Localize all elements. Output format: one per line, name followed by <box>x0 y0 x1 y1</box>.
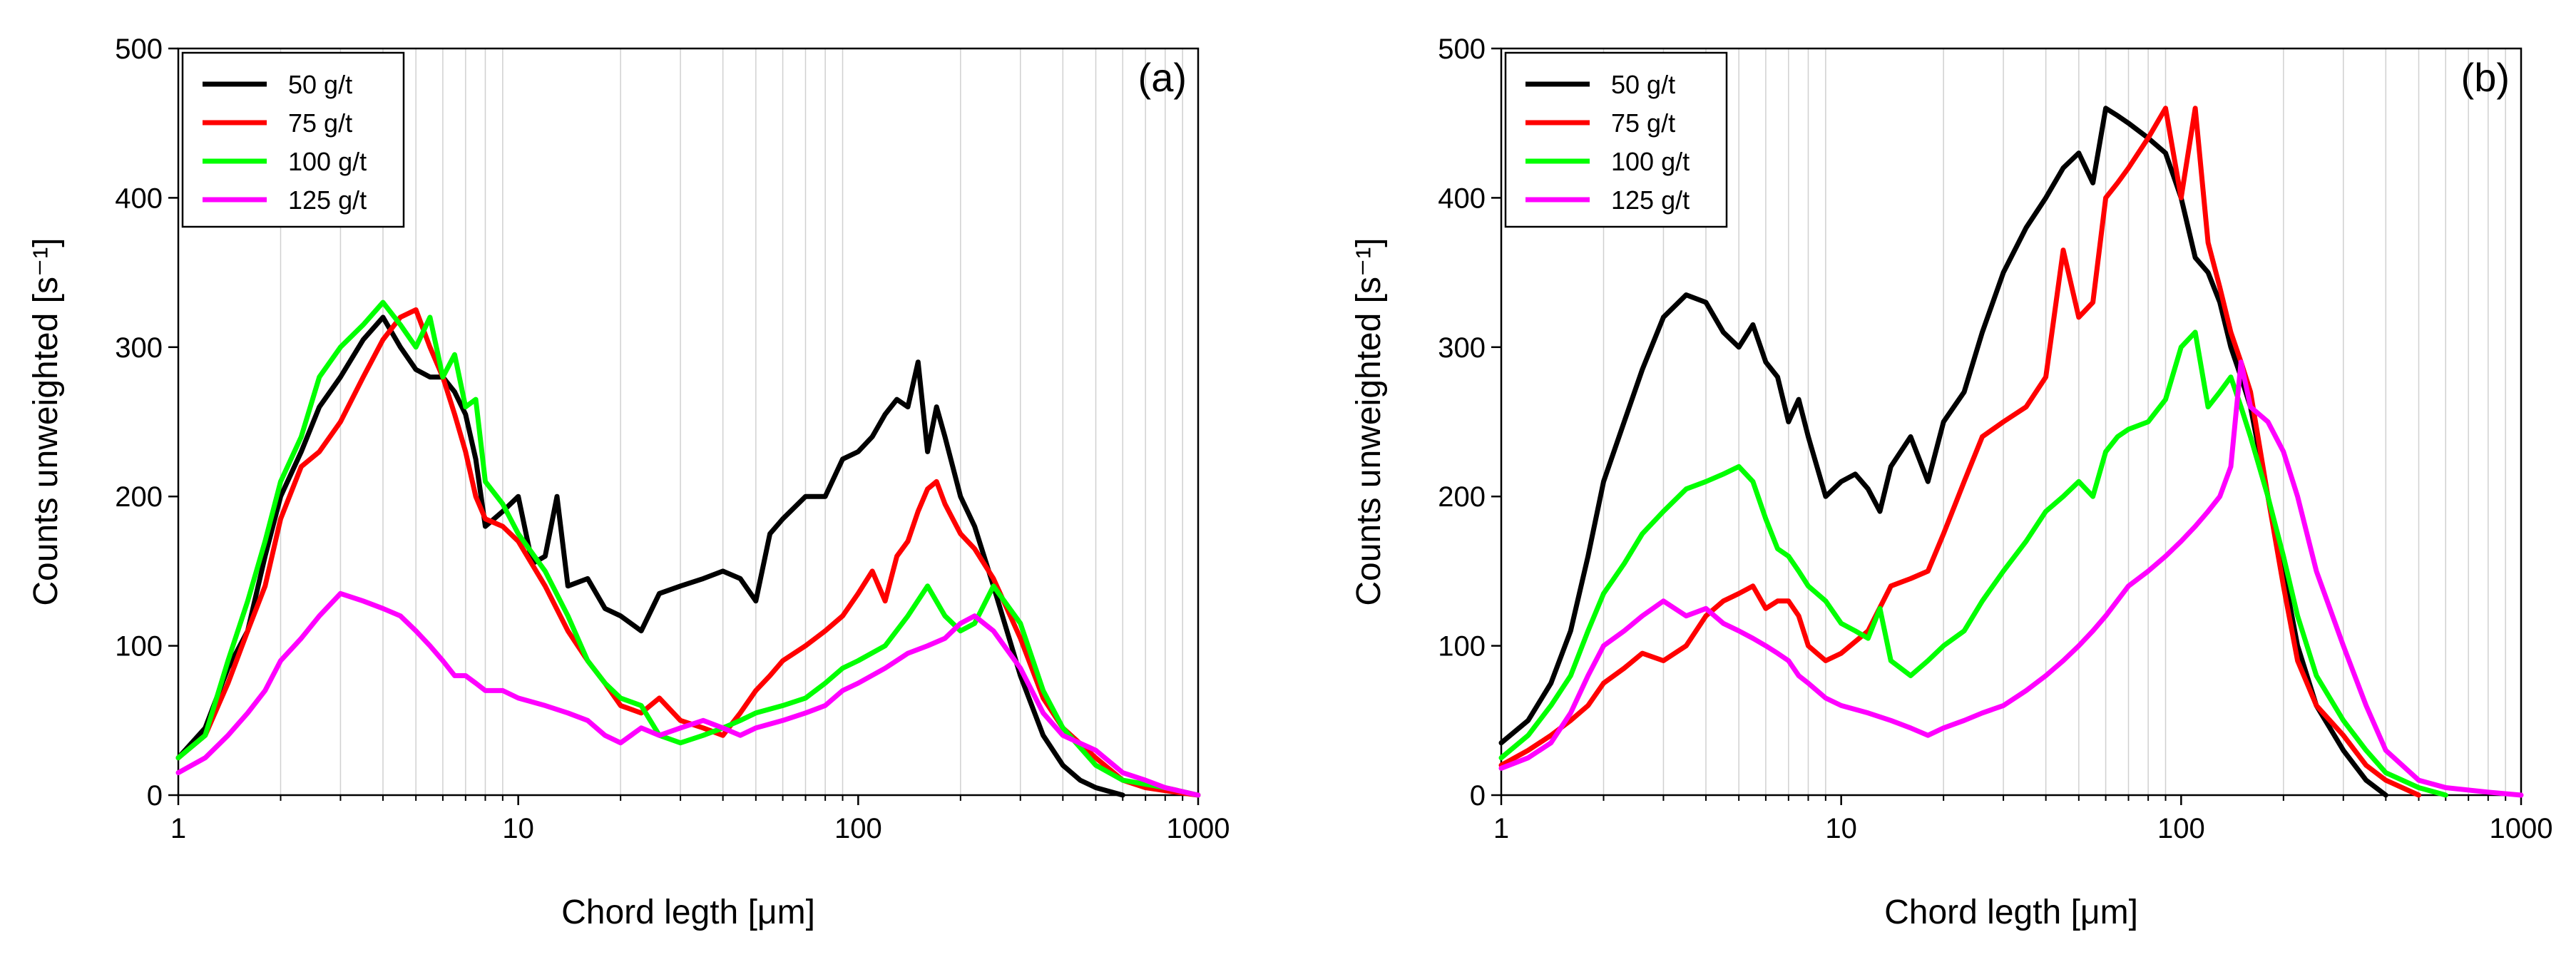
y-tick-label: 0 <box>147 780 163 812</box>
legend-label: 100 g/t <box>288 147 367 176</box>
legend-label: 75 g/t <box>1611 108 1675 138</box>
panel-label: (b) <box>2461 55 2510 100</box>
y-tick-label: 500 <box>115 34 163 65</box>
y-axis-title: Counts unweighted [s⁻¹] <box>1350 237 1388 605</box>
y-tick-label: 400 <box>115 183 163 214</box>
panel-label: (a) <box>1138 55 1187 100</box>
legend-label: 125 g/t <box>1611 185 1690 215</box>
series-line-100-g-t <box>1498 329 2448 798</box>
legend: 50 g/t 75 g/t 100 g/t 125 g/t <box>1504 51 1728 228</box>
chart-panel-a: 0 100 200 300 400 500 1 10 100 1000 Chord legth [μ… <box>27 34 1230 931</box>
series-line-50-g-t <box>1498 106 2388 798</box>
y-axis-title: Counts unweighted [s⁻¹] <box>27 237 65 605</box>
x-tick-label: 100 <box>834 813 882 844</box>
series-line-50-g-t <box>175 314 1125 798</box>
legend-label: 125 g/t <box>288 185 367 215</box>
series-line-125-g-t <box>1498 359 2524 798</box>
legend: 50 g/t 75 g/t 100 g/t 125 g/t <box>181 51 405 228</box>
x-axis-title: Chord legth [μm] <box>1884 894 2138 931</box>
chart-panel-b: 0 100 200 300 400 500 1 10 100 1000 Chord legth [μ… <box>1350 34 2552 931</box>
series-line-125-g-t <box>175 590 1201 798</box>
x-tick-label: 1000 <box>2490 813 2553 844</box>
y-tick-label: 300 <box>115 332 163 364</box>
y-tick-label: 100 <box>115 631 163 662</box>
series-line-100-g-t <box>175 300 1201 798</box>
y-tick-label: 200 <box>115 481 163 513</box>
y-tick-label: 200 <box>1438 481 1486 513</box>
plot-frame <box>1500 47 2523 797</box>
y-tick-label: 100 <box>1438 631 1486 662</box>
plot-frame <box>177 47 1200 797</box>
x-axis-title: Chord legth [μm] <box>561 894 815 931</box>
y-tick-label: 400 <box>1438 183 1486 214</box>
y-tick-label: 0 <box>1470 780 1486 812</box>
legend-label: 50 g/t <box>1611 70 1675 99</box>
series-line-75-g-t <box>175 307 1201 798</box>
x-tick-label: 1 <box>170 813 186 844</box>
x-tick-label: 10 <box>1825 813 1857 844</box>
x-tick-label: 1000 <box>1167 813 1230 844</box>
y-tick-label: 500 <box>1438 34 1486 65</box>
y-tick-label: 300 <box>1438 332 1486 364</box>
x-tick-label: 10 <box>502 813 534 844</box>
legend-label: 100 g/t <box>1611 147 1690 176</box>
legend-label: 75 g/t <box>288 108 352 138</box>
x-tick-label: 100 <box>2157 813 2205 844</box>
x-tick-label: 1 <box>1493 813 1509 844</box>
legend-label: 50 g/t <box>288 70 352 99</box>
